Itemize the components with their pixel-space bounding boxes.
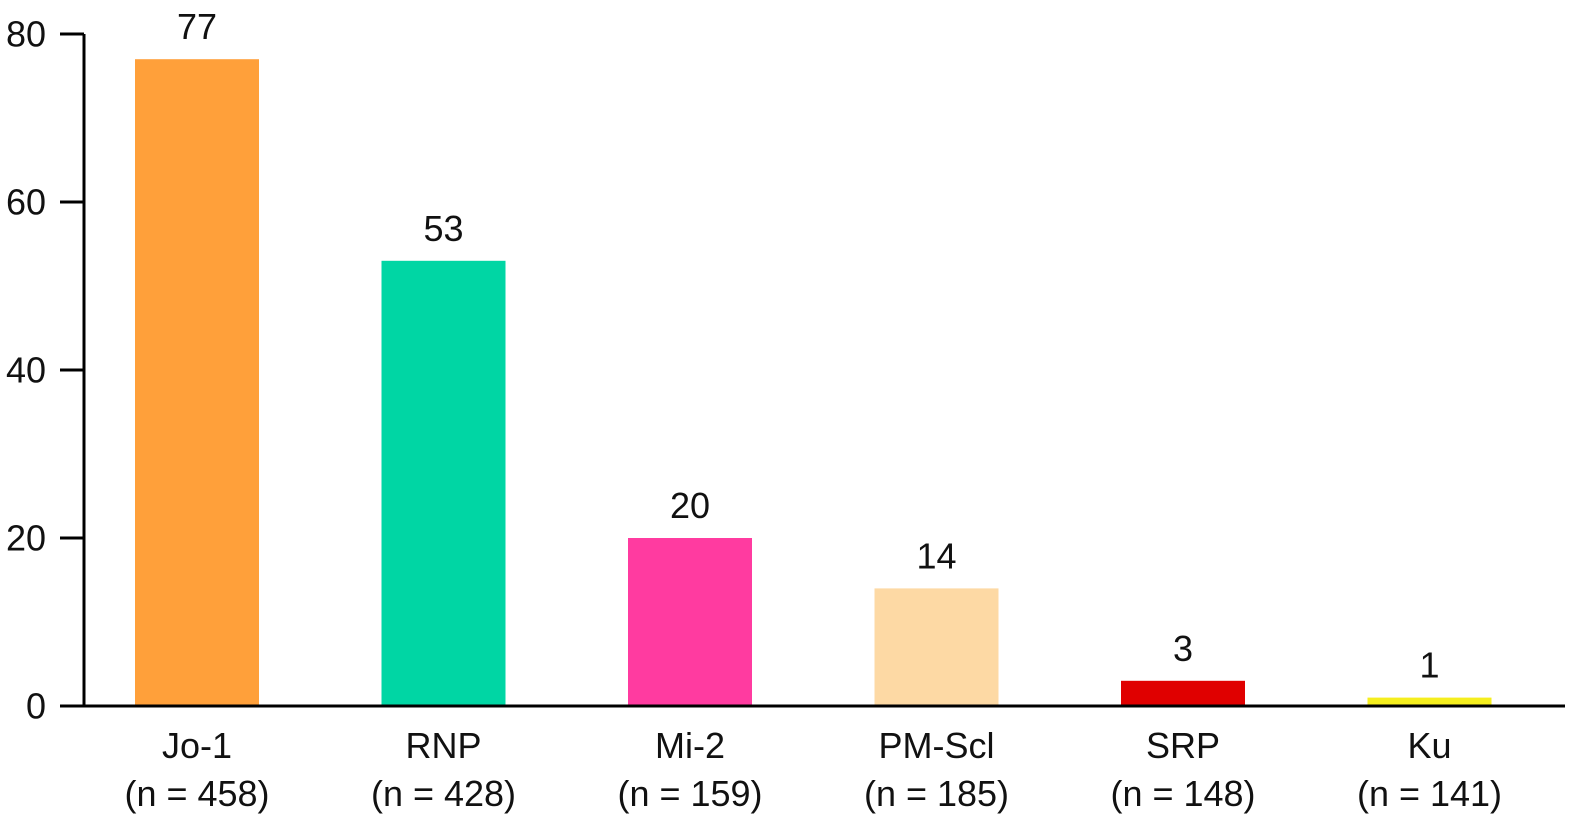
bar-jo-1: [135, 59, 259, 706]
y-tick-label: 40: [6, 350, 46, 391]
x-category-sample-size: (n = 148): [1110, 773, 1255, 814]
y-tick-label: 20: [6, 518, 46, 559]
y-axis: 0 20 40 60 80: [6, 14, 86, 727]
data-label: 1: [1419, 645, 1439, 686]
x-category-label: SRP: [1146, 725, 1220, 766]
bar-srp: [1121, 680, 1245, 706]
y-tick-label: 0: [26, 686, 46, 727]
x-category-sample-size: (n = 159): [617, 773, 762, 814]
x-category-sample-size: (n = 185): [864, 773, 1009, 814]
y-tick-label: 80: [6, 14, 46, 55]
data-label-group: 77 53 20 14 3 1: [177, 6, 1440, 685]
data-label: 77: [177, 6, 217, 47]
x-category-label: Ku: [1407, 725, 1451, 766]
bar-rnp: [381, 260, 506, 706]
x-category-sample-size: (n = 141): [1357, 773, 1502, 814]
bar-pm-scl: [874, 588, 999, 706]
x-axis: Jo-1 (n = 458) RNP (n = 428) Mi-2 (n = 159) PM…: [84, 704, 1565, 814]
x-category-label: PM-Scl: [879, 725, 995, 766]
data-label: 3: [1173, 628, 1193, 669]
x-category-sample-size: (n = 428): [371, 773, 516, 814]
bar-ku: [1367, 697, 1492, 706]
bar-group: [135, 59, 1492, 706]
data-label: 14: [916, 535, 956, 576]
x-category-label: Jo-1: [162, 725, 232, 766]
bar-mi-2: [628, 538, 752, 706]
x-category-label: RNP: [405, 725, 481, 766]
y-tick-label: 60: [6, 182, 46, 223]
x-category-sample-size: (n = 458): [124, 773, 269, 814]
x-category-label: Mi-2: [655, 725, 725, 766]
data-label: 53: [423, 208, 463, 249]
data-label: 20: [670, 485, 710, 526]
